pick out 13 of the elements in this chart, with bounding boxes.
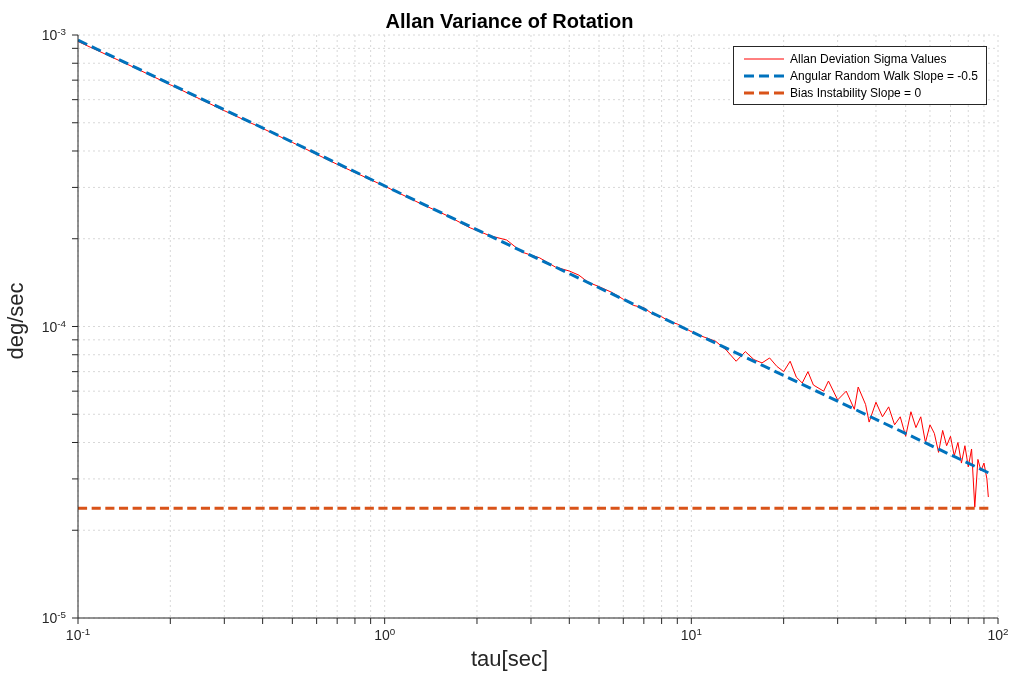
y-tick-label: 10$^{-4}$ [41,317,67,335]
y-tick-label: 10$^{-3}$ [41,25,67,43]
chart-title: Allan Variance of Rotation [385,10,634,32]
legend-label: Allan Deviation Sigma Values [790,51,947,66]
x-tick-label: 10$^{0}$ [374,625,396,643]
legend-label: Bias Instability Slope = 0 [790,85,922,100]
x-tick-label: 10$^{2}$ [987,625,1009,643]
x-tick-label: 10$^{-1}$ [65,625,91,643]
legend-label: Angular Random Walk Slope = -0.5 [790,68,978,83]
x-tick-label: 10$^{1}$ [680,625,702,643]
y-axis-title: deg/sec [3,281,29,362]
x-axis-title: tau[sec] [469,646,549,671]
y-tick-label: 10$^{-5}$ [41,608,67,626]
